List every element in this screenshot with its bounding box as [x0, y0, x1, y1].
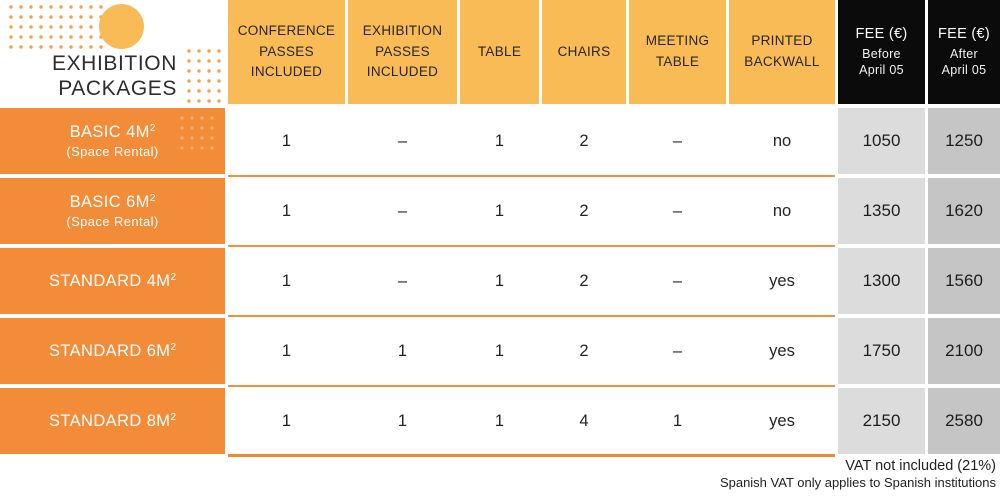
dot-grid-icon: [6, 2, 106, 50]
fee-title: FEE (€): [855, 26, 908, 43]
cell-value: –: [629, 108, 726, 174]
col-header-chairs: CHAIRS: [542, 0, 626, 104]
cell-value: 1: [460, 178, 539, 244]
row-name: BASIC 4M2: [69, 123, 156, 141]
row-divider: [228, 454, 835, 457]
cell-value: 1: [460, 388, 539, 454]
row-divider: [228, 245, 835, 247]
cell-value: –: [348, 108, 457, 174]
col-header-meeting-table: MEETING TABLE: [629, 0, 726, 104]
row-name: STANDARD 4M2: [48, 271, 176, 290]
fee-after-value: 1620: [928, 178, 1000, 244]
cell-value: 1: [228, 178, 345, 244]
cell-value: yes: [729, 248, 835, 314]
cell-value: –: [629, 318, 726, 384]
cell-value: 1: [460, 318, 539, 384]
row-subtitle: (Space Rental): [66, 214, 159, 229]
fee-sub: After: [950, 47, 978, 62]
cell-value: 1: [348, 318, 457, 384]
fee-title: FEE (€): [937, 26, 991, 43]
row-label-basic-6m: BASIC 6M2 (Space Rental): [0, 178, 225, 244]
vat-note-line2: Spanish VAT only applies to Spanish inst…: [719, 475, 996, 491]
cell-value: 2: [542, 108, 626, 174]
fee-sub: April 05: [859, 63, 904, 78]
vat-note: VAT not included (21%) Spanish VAT only …: [720, 457, 996, 491]
fee-after-value: 1560: [928, 248, 1000, 314]
col-header-table: TABLE: [460, 0, 539, 104]
fee-after-value: 2100: [928, 318, 1000, 384]
row-divider: [228, 315, 835, 317]
fee-sub: April 05: [941, 63, 987, 78]
page-title-line2: PACKAGES: [58, 76, 177, 100]
cell-value: yes: [729, 388, 835, 454]
cell-value: 2: [542, 318, 626, 384]
dot-grid-icon: [184, 46, 225, 106]
row-name: BASIC 6M2: [69, 193, 156, 211]
cell-value: –: [348, 248, 457, 314]
cell-value: 2: [542, 178, 626, 244]
cell-value: 4: [542, 388, 626, 454]
cell-value: 1: [348, 388, 457, 454]
fee-before-value: 2150: [838, 388, 925, 454]
col-header-conference-passes: CONFERENCE PASSES INCLUDED: [228, 0, 345, 104]
cell-value: –: [348, 178, 457, 244]
page-title-line1: EXHIBITION: [51, 52, 177, 75]
row-name: STANDARD 6M2: [48, 341, 176, 360]
fee-after-value: 1250: [928, 108, 1000, 174]
pricing-table: EXHIBITION PACKAGES CONFERENCE PASSES IN…: [0, 0, 1000, 454]
fee-after-value: 2580: [928, 388, 1000, 454]
col-header-printed-backwall: PRINTED BACKWALL: [729, 0, 835, 104]
cell-value: 1: [460, 108, 539, 174]
col-header-exhibition-passes: EXHIBITION PASSES INCLUDED: [348, 0, 457, 104]
row-label-standard-6m: STANDARD 6M2: [0, 318, 225, 384]
cell-value: 1: [228, 388, 345, 454]
fee-before-value: 1750: [838, 318, 925, 384]
vat-note-line1: VAT not included (21%): [845, 458, 996, 474]
cell-value: 1: [228, 108, 345, 174]
fee-before-value: 1300: [838, 248, 925, 314]
col-header-fee-after: FEE (€) After April 05: [928, 0, 1000, 104]
row-label-basic-4m: BASIC 4M2 (Space Rental): [0, 108, 225, 174]
cell-value: 1: [629, 388, 726, 454]
row-name: STANDARD 8M2: [48, 411, 176, 430]
fee-sub: Before: [862, 47, 901, 62]
cell-value: –: [629, 178, 726, 244]
cell-value: no: [729, 178, 835, 244]
row-divider: [228, 385, 835, 387]
cell-value: yes: [729, 318, 835, 384]
cell-value: 1: [228, 248, 345, 314]
cell-value: –: [629, 248, 726, 314]
cell-value: 1: [228, 318, 345, 384]
circle-decoration-icon: [99, 4, 144, 49]
row-label-standard-4m: STANDARD 4M2: [0, 248, 225, 314]
cell-value: no: [729, 108, 835, 174]
row-divider: [228, 175, 835, 177]
cell-value: 1: [460, 248, 539, 314]
dot-grid-icon: [177, 113, 218, 151]
fee-before-value: 1350: [838, 178, 925, 244]
row-label-standard-8m: STANDARD 8M2: [0, 388, 225, 454]
table-corner-header: EXHIBITION PACKAGES: [0, 0, 225, 106]
col-header-fee-before: FEE (€) Before April 05: [838, 0, 925, 104]
cell-value: 2: [542, 248, 626, 314]
page-title: EXHIBITION PACKAGES: [52, 52, 177, 102]
row-subtitle: (Space Rental): [66, 144, 159, 159]
fee-before-value: 1050: [838, 108, 925, 174]
